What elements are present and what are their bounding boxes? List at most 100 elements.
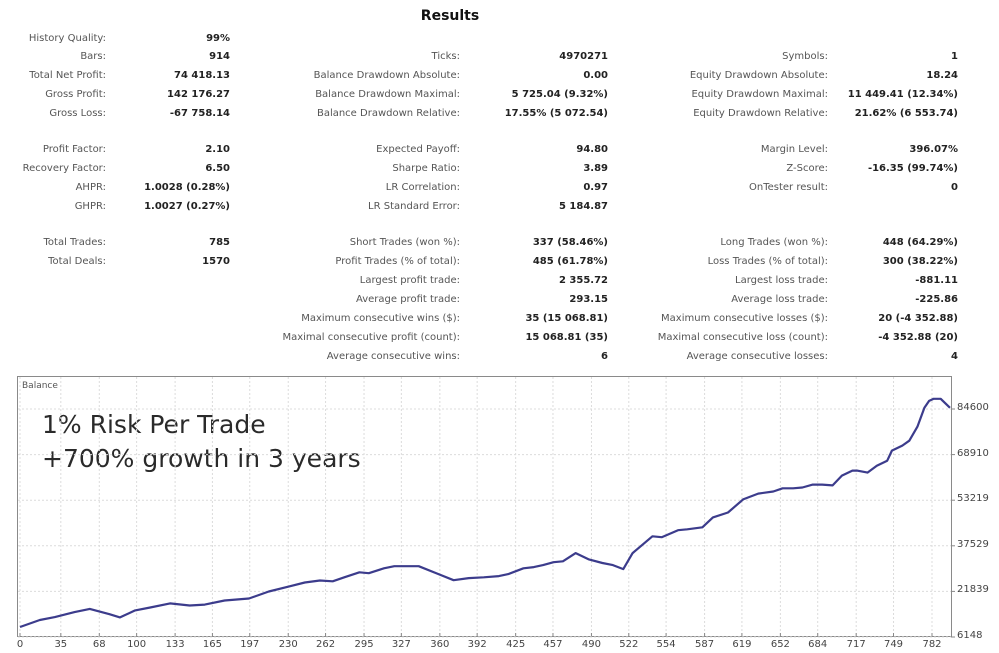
stat-row: Equity Drawdown Maximal: 11 449.41 (12.34…	[0, 86, 999, 104]
stat-row: Maximum consecutive losses ($): 20 (-4 35…	[0, 310, 999, 328]
x-tick-label: 587	[695, 639, 715, 650]
stat-value: 35 (15 068.81)	[525, 313, 608, 324]
stat-value: 15 068.81 (35)	[525, 332, 608, 343]
y-tick-label: 53219	[957, 493, 989, 505]
stat-value: 914	[209, 51, 230, 62]
stat-row: GHPR: 1.0027 (0.27%)	[0, 198, 999, 216]
y-tick-label: 37529	[957, 538, 989, 550]
stat-label: Long Trades (won %):	[720, 237, 828, 248]
stat-row: Equity Drawdown Absolute: 18.24	[0, 67, 999, 85]
stat-label: Average profit trade:	[355, 294, 460, 305]
stat-row: Expected Payoff: 94.80	[0, 141, 999, 159]
stat-row: Balance Drawdown Absolute: 0.00	[0, 67, 999, 85]
stat-value: 5 184.87	[558, 201, 608, 212]
stat-label: Profit Trades (% of total):	[335, 256, 460, 267]
stat-label: Maximal consecutive profit (count):	[282, 332, 460, 343]
stat-value: 448 (64.29%)	[882, 237, 958, 248]
stat-value: 0.97	[583, 182, 608, 193]
x-tick-label: 717	[846, 639, 866, 650]
stat-row: Bars: 914	[0, 48, 999, 66]
stat-value: 6	[601, 351, 608, 362]
stat-row: Loss Trades (% of total): 300 (38.22%)	[0, 253, 999, 271]
stat-row: Average profit trade: 293.15	[0, 291, 999, 309]
stat-row: Gross Loss: -67 758.14	[0, 105, 999, 123]
stat-row: Average consecutive losses: 4	[0, 348, 999, 366]
x-tick-label: 782	[922, 639, 942, 650]
stat-value: 18.24	[926, 70, 958, 81]
y-tick-label: 6148	[957, 630, 983, 641]
x-tick-label: 360	[430, 639, 450, 650]
x-tick-label: 295	[354, 639, 374, 650]
stat-label: Maximum consecutive wins ($):	[301, 313, 460, 324]
stat-value: -881.11	[915, 275, 958, 286]
stat-value: 99%	[206, 33, 230, 44]
stat-label: Bars:	[80, 51, 106, 62]
stat-label: Total Deals:	[48, 256, 106, 267]
stat-value: -4 352.88 (20)	[878, 332, 958, 343]
stat-value: 6.50	[205, 163, 230, 174]
chart-grid	[18, 377, 955, 638]
x-tick-label: 749	[883, 639, 904, 650]
x-tick-label: 100	[127, 639, 147, 650]
stat-value: 1.0027 (0.27%)	[144, 201, 230, 212]
x-tick-label: 68	[92, 639, 106, 650]
stat-row: Sharpe Ratio: 3.89	[0, 160, 999, 178]
x-tick-label: 392	[467, 639, 487, 650]
stat-label: Total Trades:	[43, 237, 107, 248]
x-tick-label: 554	[656, 639, 676, 650]
stat-row: Short Trades (won %): 337 (58.46%)	[0, 234, 999, 252]
stat-label: Largest profit trade:	[359, 275, 460, 286]
stat-label: Gross Loss:	[49, 108, 106, 119]
stat-value: -16.35 (99.74%)	[867, 163, 958, 174]
stat-label: OnTester result:	[748, 182, 828, 193]
x-tick-label: 619	[732, 639, 752, 650]
stat-row: Symbols: 1	[0, 48, 999, 66]
stat-label: LR Correlation:	[385, 182, 460, 193]
stat-value: 17.55% (5 072.54)	[504, 108, 608, 119]
stat-label: Equity Drawdown Absolute:	[689, 70, 828, 81]
stat-value: 785	[209, 237, 230, 248]
stat-value: 142 176.27	[167, 89, 230, 100]
stat-label: Symbols:	[782, 51, 828, 62]
stat-row: OnTester result: 0	[0, 179, 999, 197]
stat-label: History Quality:	[28, 33, 106, 44]
x-tick-label: 262	[316, 639, 336, 650]
x-tick-label: 522	[619, 639, 639, 650]
stat-label: Margin Level:	[760, 144, 828, 155]
stat-value: 94.80	[576, 144, 608, 155]
stat-label: Average consecutive wins:	[326, 351, 460, 362]
stat-label: Total Net Profit:	[29, 70, 106, 81]
stat-label: Equity Drawdown Maximal:	[691, 89, 828, 100]
x-tick-label: 165	[202, 639, 222, 650]
stat-row: Total Deals: 1570	[0, 253, 999, 271]
stat-row: Total Trades: 785	[0, 234, 999, 252]
x-tick-label: 652	[770, 639, 790, 650]
stat-row: Average consecutive wins: 6	[0, 348, 999, 366]
stat-label: GHPR:	[74, 201, 106, 212]
x-tick-label: 490	[581, 639, 601, 650]
stat-label: Recovery Factor:	[22, 163, 106, 174]
stat-value: 396.07%	[909, 144, 958, 155]
stat-row: Largest loss trade: -881.11	[0, 272, 999, 290]
stat-label: Equity Drawdown Relative:	[693, 108, 828, 119]
x-tick-label: 230	[278, 639, 298, 650]
stat-row: History Quality: 99%	[0, 30, 999, 48]
y-tick-label: 68910	[957, 447, 989, 459]
stat-value: 1	[951, 51, 958, 62]
stat-label: Balance Drawdown Maximal:	[315, 89, 460, 100]
stat-row: Balance Drawdown Maximal: 5 725.04 (9.32%…	[0, 86, 999, 104]
stat-label: Gross Profit:	[45, 89, 106, 100]
stat-row: Long Trades (won %): 448 (64.29%)	[0, 234, 999, 252]
stat-label: Maximum consecutive losses ($):	[661, 313, 828, 324]
stat-value: 1570	[202, 256, 230, 267]
stat-value: 293.15	[569, 294, 608, 305]
stat-label: AHPR:	[75, 182, 106, 193]
stat-value: 337 (58.46%)	[532, 237, 608, 248]
stat-row: Total Net Profit: 74 418.13	[0, 67, 999, 85]
stat-value: 74 418.13	[174, 70, 230, 81]
x-tick-label: 0	[16, 639, 24, 650]
stat-value: 1.0028 (0.28%)	[144, 182, 230, 193]
stat-value: 21.62% (6 553.74)	[854, 108, 958, 119]
stat-label: Balance Drawdown Relative:	[316, 108, 460, 119]
stat-value: -225.86	[915, 294, 958, 305]
